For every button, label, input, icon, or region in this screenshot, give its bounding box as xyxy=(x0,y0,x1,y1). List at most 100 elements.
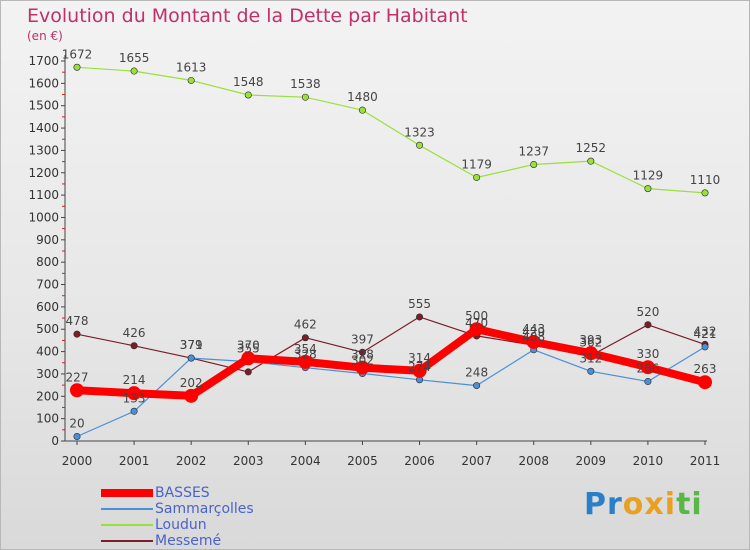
data-point xyxy=(244,368,252,376)
y-tick-label: 400 xyxy=(36,345,59,359)
series-line-loudun xyxy=(76,66,706,194)
data-label: 330 xyxy=(636,347,659,361)
y-tick-label: 1400 xyxy=(28,121,59,135)
data-label: 443 xyxy=(522,322,545,336)
data-point xyxy=(301,93,309,101)
data-label: 421 xyxy=(694,327,717,341)
y-tick-label: 600 xyxy=(36,300,59,314)
legend-swatch xyxy=(101,524,153,526)
data-point xyxy=(698,375,712,390)
legend-item: Messemé xyxy=(101,533,254,549)
brand-letter: t xyxy=(676,487,692,522)
data-point xyxy=(587,367,595,375)
x-tick-label: 2010 xyxy=(633,454,664,468)
data-point xyxy=(130,342,138,350)
brand-letter: P xyxy=(584,487,607,522)
data-label: 470 xyxy=(465,316,488,330)
data-label: 214 xyxy=(123,373,146,387)
data-label: 500 xyxy=(465,309,488,323)
data-point xyxy=(358,106,366,114)
data-label: 1110 xyxy=(690,173,721,187)
data-label: 1480 xyxy=(347,90,378,104)
y-tick-label: 200 xyxy=(36,389,59,403)
y-tick-label: 1700 xyxy=(28,54,59,68)
legend-swatch xyxy=(101,489,153,497)
y-tick-label: 300 xyxy=(36,367,59,381)
data-label: 379 xyxy=(180,338,203,352)
data-label: 312 xyxy=(579,351,602,365)
data-point xyxy=(701,343,709,351)
data-point xyxy=(416,313,424,321)
data-point xyxy=(187,76,195,84)
data-label: 397 xyxy=(351,332,374,346)
data-point xyxy=(644,321,652,329)
data-label: 20 xyxy=(69,417,84,431)
data-label: 1613 xyxy=(176,60,207,74)
data-point xyxy=(416,141,424,149)
data-label: 555 xyxy=(408,297,431,311)
data-label: 1672 xyxy=(62,47,93,61)
x-tick-label: 2004 xyxy=(290,454,321,468)
data-point xyxy=(587,157,595,165)
data-label: 1129 xyxy=(633,169,664,183)
data-point xyxy=(241,351,256,366)
y-tick-label: 100 xyxy=(36,412,59,426)
proxiti-logo: Proxiti xyxy=(584,487,703,522)
series-line-basses xyxy=(73,325,709,400)
data-label: 362 xyxy=(579,336,602,350)
data-point xyxy=(355,360,370,375)
data-point xyxy=(73,63,81,71)
legend-item: BASSES xyxy=(101,485,254,501)
data-point xyxy=(583,346,598,361)
y-tick-label: 1300 xyxy=(28,143,59,157)
x-tick-label: 2000 xyxy=(62,454,93,468)
data-point xyxy=(244,91,252,99)
legend-label: BASSES xyxy=(155,485,210,501)
y-tick-label: 500 xyxy=(36,322,59,336)
brand-letter: x xyxy=(644,487,665,522)
data-point xyxy=(644,378,652,386)
x-tick-label: 2003 xyxy=(233,454,264,468)
data-point xyxy=(73,433,81,441)
data-label: 302 xyxy=(351,353,374,367)
data-point xyxy=(358,348,366,356)
data-label: 1252 xyxy=(576,141,607,155)
data-label: 1237 xyxy=(518,144,549,158)
data-label: 274 xyxy=(408,360,431,374)
unit-label: (en €) xyxy=(27,29,63,43)
x-tick-label: 2011 xyxy=(690,454,721,468)
data-point xyxy=(130,407,138,415)
brand-letter: i xyxy=(664,487,677,522)
brand-letter: i xyxy=(691,487,703,522)
data-label: 227 xyxy=(66,370,89,384)
data-label: 408 xyxy=(522,330,545,344)
data-label: 355 xyxy=(237,342,260,356)
x-tick-label: 2008 xyxy=(518,454,549,468)
y-tick-label: 700 xyxy=(36,278,59,292)
data-point xyxy=(644,185,652,193)
data-point xyxy=(184,388,199,403)
data-point xyxy=(301,334,309,342)
data-point xyxy=(70,383,84,398)
x-tick-label: 2007 xyxy=(461,454,492,468)
data-point xyxy=(701,189,709,197)
x-tick-label: 2006 xyxy=(404,454,435,468)
data-label: 328 xyxy=(351,348,374,362)
data-label: 328 xyxy=(294,348,317,362)
data-label: 478 xyxy=(66,314,89,328)
data-point xyxy=(473,382,481,390)
legend-item: Loudun xyxy=(101,517,254,533)
data-point xyxy=(130,67,138,75)
data-point xyxy=(187,354,195,362)
data-point xyxy=(640,360,655,375)
data-label: 426 xyxy=(123,326,146,340)
y-tick-label: 1200 xyxy=(28,166,59,180)
data-label: 462 xyxy=(294,318,317,332)
data-label: 371 xyxy=(180,338,203,352)
data-label: 1538 xyxy=(290,77,321,91)
y-tick-label: 1100 xyxy=(28,188,59,202)
y-tick-label: 800 xyxy=(36,255,59,269)
legend-swatch xyxy=(101,508,153,510)
